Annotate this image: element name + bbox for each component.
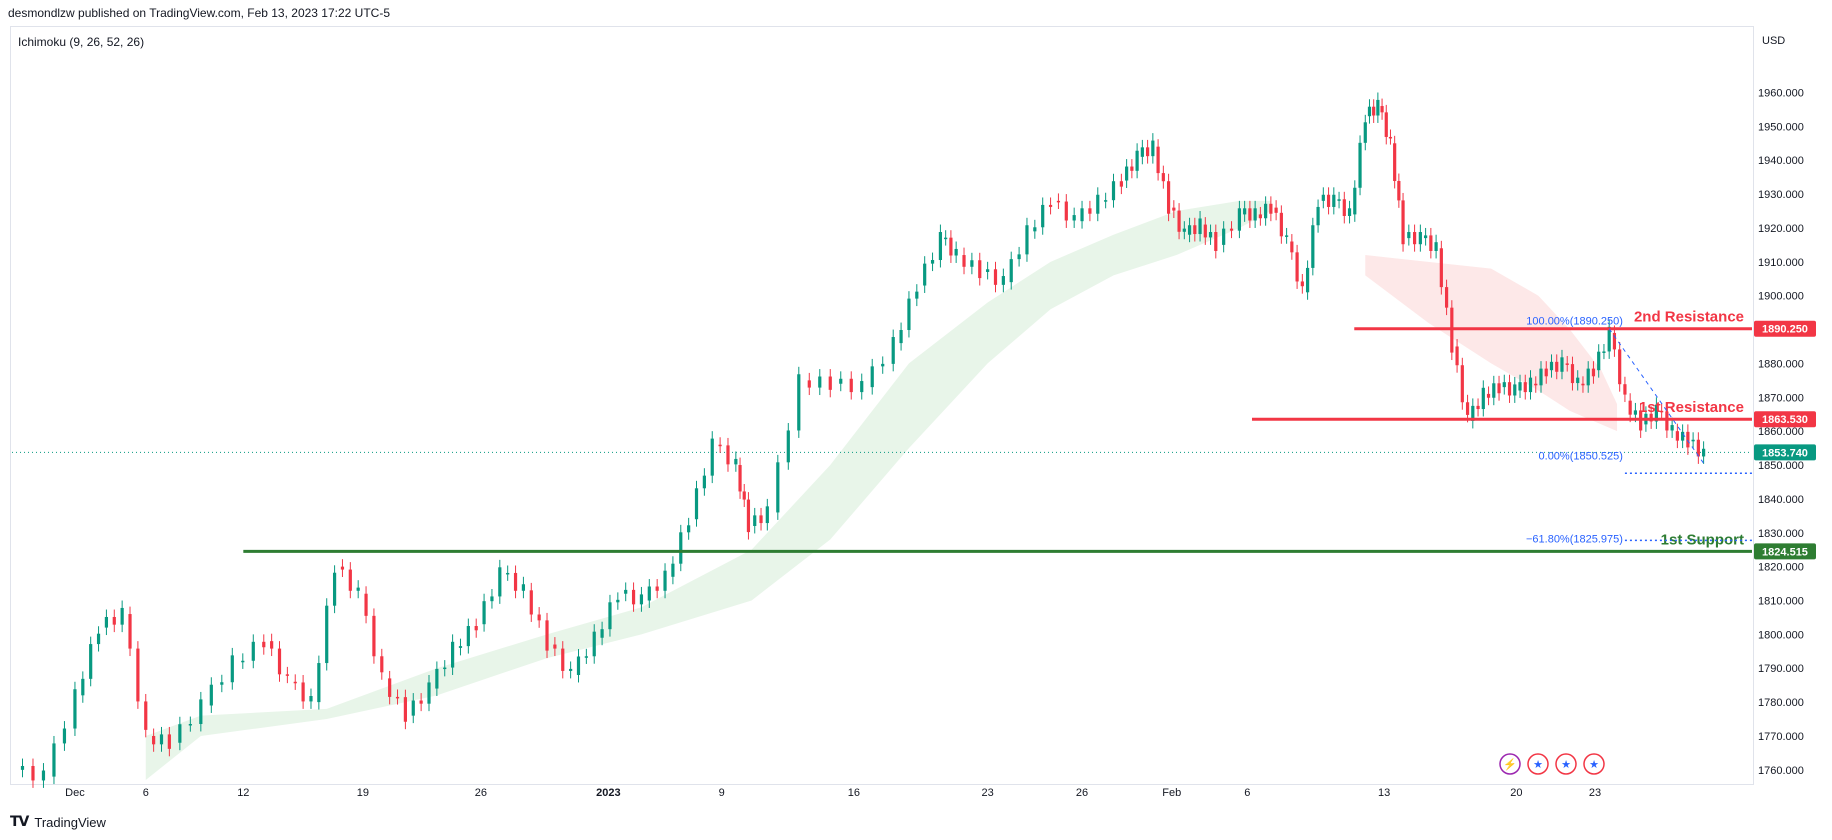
- x-tick-label: Feb: [1162, 787, 1181, 799]
- indicator-legend[interactable]: Ichimoku (9, 26, 52, 26): [18, 35, 145, 49]
- y-tick-label: 1770.000: [1758, 731, 1804, 743]
- x-tick-label: 23: [1589, 787, 1601, 799]
- y-tick-label: 1880.000: [1758, 358, 1804, 370]
- y-tick-label: 1790.000: [1758, 663, 1804, 675]
- footer-brand[interactable]: TV TradingView: [10, 814, 106, 830]
- tradingview-logo-icon: TV: [10, 814, 29, 830]
- y-tick-label: 1830.000: [1758, 528, 1804, 540]
- y-tick-label: 1900.000: [1758, 291, 1804, 303]
- y-tick-label: 1910.000: [1758, 257, 1804, 269]
- y-tick-label: 1850.000: [1758, 460, 1804, 472]
- x-tick-label: 13: [1378, 787, 1390, 799]
- level-price-label: 1890.250: [1762, 324, 1808, 336]
- y-tick-label: 1930.000: [1758, 189, 1804, 201]
- y-tick-label: 1840.000: [1758, 494, 1804, 506]
- x-tick-label: 23: [981, 787, 993, 799]
- x-tick-label: 2023: [596, 787, 620, 799]
- y-tick-label: 1950.000: [1758, 121, 1804, 133]
- x-tick-label: 19: [357, 787, 369, 799]
- y-tick-label: 1760.000: [1758, 765, 1804, 777]
- y-tick-label: 1820.000: [1758, 562, 1804, 574]
- y-tick-label: 1810.000: [1758, 596, 1804, 608]
- level-price-label: 1863.530: [1762, 414, 1808, 426]
- chart-frame[interactable]: [10, 26, 1754, 785]
- publisher-header: desmondlzw published on TradingView.com,…: [8, 6, 391, 20]
- x-tick-label: 6: [143, 787, 149, 799]
- currency-label: USD: [1762, 35, 1786, 47]
- y-tick-label: 1800.000: [1758, 629, 1804, 641]
- y-tick-label: 1870.000: [1758, 392, 1804, 404]
- level-price-badge: [1754, 320, 1816, 337]
- x-tick-label: 26: [1076, 787, 1088, 799]
- current-price-badge: [1754, 444, 1816, 461]
- footer-brand-label: TradingView: [34, 814, 106, 830]
- level-price-badge: [1754, 411, 1816, 428]
- current-price-label: 1853.740: [1762, 447, 1808, 459]
- y-tick-label: 1960.000: [1758, 87, 1804, 99]
- y-tick-label: 1940.000: [1758, 155, 1804, 167]
- x-tick-label: 9: [719, 787, 725, 799]
- y-tick-label: 1920.000: [1758, 223, 1804, 235]
- x-tick-label: 16: [848, 787, 860, 799]
- level-price-badge: [1754, 543, 1816, 560]
- x-tick-label: 26: [475, 787, 487, 799]
- level-price-label: 1824.515: [1762, 546, 1808, 558]
- y-tick-label: 1890.000: [1758, 325, 1804, 337]
- x-tick-label: 12: [237, 787, 249, 799]
- x-tick-label: Dec: [65, 787, 85, 799]
- x-tick-label: 6: [1244, 787, 1250, 799]
- x-tick-label: 20: [1510, 787, 1522, 799]
- y-tick-label: 1860.000: [1758, 426, 1804, 438]
- y-tick-label: 1780.000: [1758, 697, 1804, 709]
